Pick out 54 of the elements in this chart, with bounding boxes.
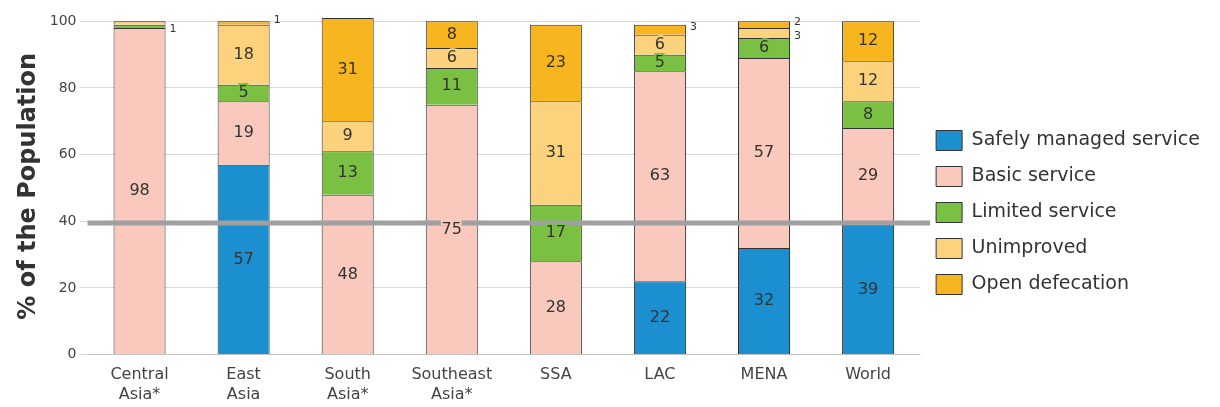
data-label: 6 bbox=[446, 47, 457, 67]
x-tick-label: South Asia* bbox=[324, 364, 371, 403]
data-label: 18 bbox=[233, 43, 254, 63]
data-label: 75 bbox=[441, 218, 462, 238]
x-tick-label: LAC bbox=[644, 364, 676, 384]
y-tick-label: 80 bbox=[58, 78, 77, 95]
legend-label: Basic service bbox=[971, 163, 1097, 186]
data-label: 22 bbox=[649, 306, 671, 326]
data-label: 31 bbox=[545, 142, 567, 162]
x-tick-label: Central Asia* bbox=[110, 364, 169, 403]
y-tick-label: 20 bbox=[58, 278, 77, 295]
data-label: 31 bbox=[337, 58, 358, 78]
data-label: 12 bbox=[857, 30, 879, 50]
x-tick-label: East Asia bbox=[226, 364, 261, 403]
data-label: 19 bbox=[233, 122, 254, 142]
data-label: 1 bbox=[169, 22, 177, 36]
y-axis-title: % of the Population bbox=[12, 52, 41, 320]
data-label: 57 bbox=[233, 248, 254, 268]
y-tick-label: 0 bbox=[67, 345, 77, 362]
data-label: 63 bbox=[649, 165, 671, 185]
legend-label: Open defecation bbox=[971, 271, 1130, 294]
data-label: 12 bbox=[857, 70, 879, 90]
y-tick-label: 40 bbox=[58, 211, 77, 228]
data-label: 6 bbox=[758, 37, 770, 57]
data-label: 28 bbox=[545, 296, 567, 316]
x-tick-label: MENA bbox=[740, 364, 788, 384]
legend-label: Unimproved bbox=[971, 235, 1088, 258]
data-label: 11 bbox=[441, 75, 462, 95]
data-label: 6 bbox=[654, 33, 666, 53]
data-label: 2 bbox=[794, 14, 802, 28]
legend-label: Limited service bbox=[971, 199, 1117, 222]
x-tick-label: SSA bbox=[540, 364, 572, 384]
data-label: 32 bbox=[753, 290, 775, 310]
data-label: 29 bbox=[857, 165, 879, 185]
data-label: 48 bbox=[337, 263, 358, 283]
data-label: 13 bbox=[337, 162, 358, 182]
data-label: 8 bbox=[446, 23, 457, 43]
data-label: 8 bbox=[862, 103, 874, 123]
legend-label: Safely managed service bbox=[971, 127, 1200, 150]
data-label: 39 bbox=[857, 278, 879, 298]
data-label: 3 bbox=[794, 28, 802, 42]
x-tick-label: Southeast Asia* bbox=[411, 364, 493, 403]
data-label: 5 bbox=[238, 82, 249, 102]
y-tick-label: 60 bbox=[58, 145, 77, 162]
data-label: 9 bbox=[342, 125, 353, 145]
data-label: 23 bbox=[545, 52, 567, 72]
x-tick-label: World bbox=[845, 364, 891, 384]
data-label: 57 bbox=[753, 142, 775, 162]
data-label: 5 bbox=[654, 52, 666, 72]
y-tick-label: 100 bbox=[49, 11, 77, 28]
data-label: 98 bbox=[129, 180, 150, 200]
data-label: 1 bbox=[273, 12, 281, 26]
data-label: 3 bbox=[689, 19, 697, 33]
data-label: 17 bbox=[545, 222, 567, 242]
